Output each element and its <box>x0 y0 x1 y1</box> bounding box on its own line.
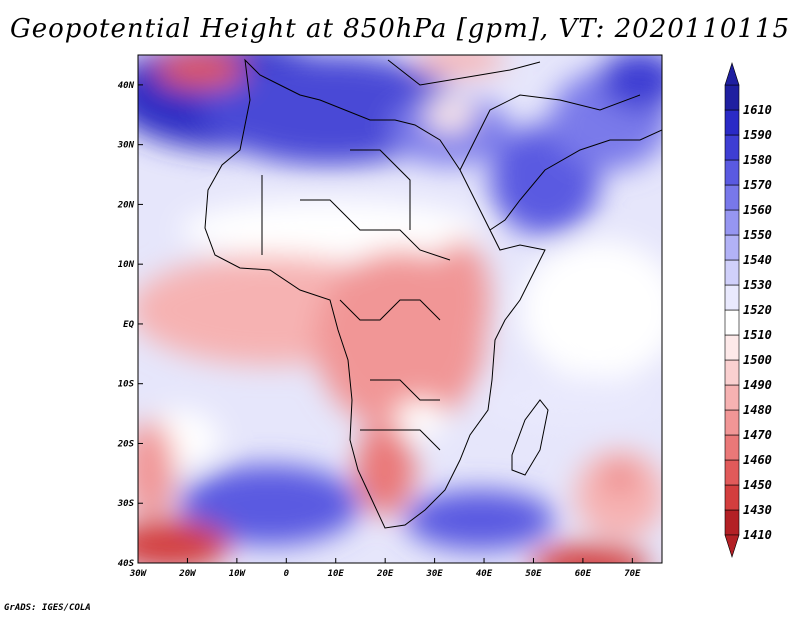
x-tick-label: 70E <box>624 569 641 579</box>
x-tick-label: 30W <box>129 569 148 579</box>
y-tick-label: 30S <box>117 499 135 509</box>
colorbar-label: 1460 <box>743 453 772 467</box>
x-tick-label: 40E <box>476 569 493 579</box>
y-tick-label: 20N <box>117 200 135 210</box>
x-tick-label: 0 <box>284 569 290 579</box>
colorbar-swatch <box>724 409 740 436</box>
y-axis: 40N 30N 20N 10N EQ 10S 20S 30S 40S <box>117 81 143 569</box>
colorbar-swatch <box>724 434 740 461</box>
x-tick-label: 10E <box>328 569 345 579</box>
colorbar-label: 1580 <box>743 153 772 167</box>
colorbar-swatch <box>724 84 740 111</box>
height-field <box>138 55 662 563</box>
colorbar-swatch <box>724 509 740 536</box>
colorbar-label: 1490 <box>743 378 772 392</box>
colorbar-label: 1560 <box>743 203 772 217</box>
colorbar-label: 1540 <box>743 253 772 267</box>
y-tick-label: 40N <box>118 81 135 91</box>
colorbar-top-arrow <box>724 62 740 86</box>
colorbar-label: 1480 <box>743 403 772 417</box>
colorbar-swatch <box>724 384 740 411</box>
x-tick-label: 30E <box>425 569 443 579</box>
colorbar-swatch <box>724 134 740 161</box>
colorbar-swatch <box>724 209 740 236</box>
x-tick-label: 10W <box>229 569 247 579</box>
x-tick-label: 20W <box>178 569 197 579</box>
y-tick-label: 40S <box>118 559 135 569</box>
colorbar-swatch <box>724 259 740 286</box>
y-tick-label: 30N <box>117 141 135 151</box>
colorbar-label: 1610 <box>743 103 772 117</box>
y-tick-label: 20S <box>117 439 135 449</box>
x-tick-label: 60E <box>575 569 592 579</box>
y-tick-label: 10S <box>118 380 135 390</box>
colorbar-label: 1450 <box>743 478 772 492</box>
plot-frame <box>137 54 663 564</box>
y-tick-label: EQ <box>123 320 134 330</box>
colorbar-swatch <box>724 109 740 136</box>
colorbar-label: 1550 <box>743 228 772 242</box>
colorbar-label: 1410 <box>743 528 772 542</box>
map-title: Geopotential Height at 850hPa [gpm], VT:… <box>9 14 791 44</box>
colorbar-swatch <box>724 334 740 361</box>
y-tick-label: 10N <box>118 260 135 270</box>
colorbar-swatch <box>724 459 740 486</box>
x-tick-label: 50E <box>525 569 542 579</box>
colorbar-swatch <box>724 484 740 511</box>
colorbar-swatch <box>724 184 740 211</box>
footer-credit: GrADS: IGES/COLA <box>4 603 91 613</box>
colorbar-label: 1470 <box>743 428 772 442</box>
colorbar-swatch <box>724 234 740 261</box>
colorbar-label: 1430 <box>743 503 772 517</box>
colorbar-swatch <box>724 359 740 386</box>
colorbar-label: 1590 <box>743 128 772 142</box>
colorbar-swatch <box>724 309 740 336</box>
colorbar: 1410 1430 1450 1460 1470 1480 1490 1500 1510 1520… <box>724 62 772 558</box>
x-axis: 30W 20W 10W 0 10E 20E 30E 40E 50E 60E 70E <box>129 558 641 579</box>
x-tick-label: 20E <box>376 569 394 579</box>
colorbar-label: 1570 <box>743 178 772 192</box>
colorbar-bottom-arrow <box>724 534 740 558</box>
colorbar-label: 1520 <box>743 303 772 317</box>
coastlines <box>204 58 662 529</box>
colorbar-label: 1510 <box>743 328 772 342</box>
colorbar-label: 1500 <box>743 353 772 367</box>
colorbar-swatch <box>724 159 740 186</box>
colorbar-swatch <box>724 284 740 311</box>
colorbar-label: 1530 <box>743 278 772 292</box>
